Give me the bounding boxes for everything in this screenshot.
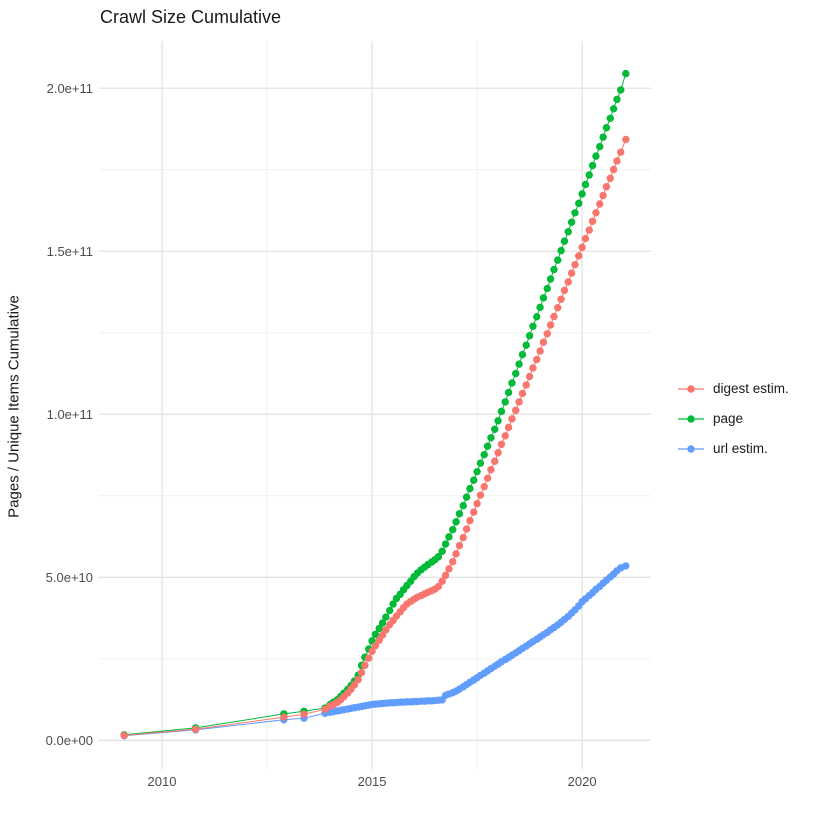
legend: digest estim. page url estim. xyxy=(676,378,789,459)
legend-key-icon xyxy=(678,414,704,423)
svg-text:5.0e+10: 5.0e+10 xyxy=(46,570,93,585)
legend-label: digest estim. xyxy=(713,381,789,396)
svg-text:2020: 2020 xyxy=(568,774,597,789)
svg-text:1.0e+11: 1.0e+11 xyxy=(47,407,93,422)
chart-title: Crawl Size Cumulative xyxy=(100,7,282,27)
svg-text:2010: 2010 xyxy=(148,774,177,789)
legend-entry-digest-estim: digest estim. xyxy=(676,378,789,399)
svg-text:1.5e+11: 1.5e+11 xyxy=(47,244,93,259)
legend-key-icon xyxy=(678,444,704,453)
legend-label: page xyxy=(713,411,744,426)
legend-label: url estim. xyxy=(713,441,768,456)
legend-entry-url-estim: url estim. xyxy=(676,438,789,459)
svg-text:2.0e+11: 2.0e+11 xyxy=(47,81,93,96)
svg-text:2015: 2015 xyxy=(358,774,387,789)
svg-text:0.0e+00: 0.0e+00 xyxy=(46,733,93,748)
legend-entry-page: page xyxy=(676,408,789,429)
legend-key-icon xyxy=(678,384,704,393)
